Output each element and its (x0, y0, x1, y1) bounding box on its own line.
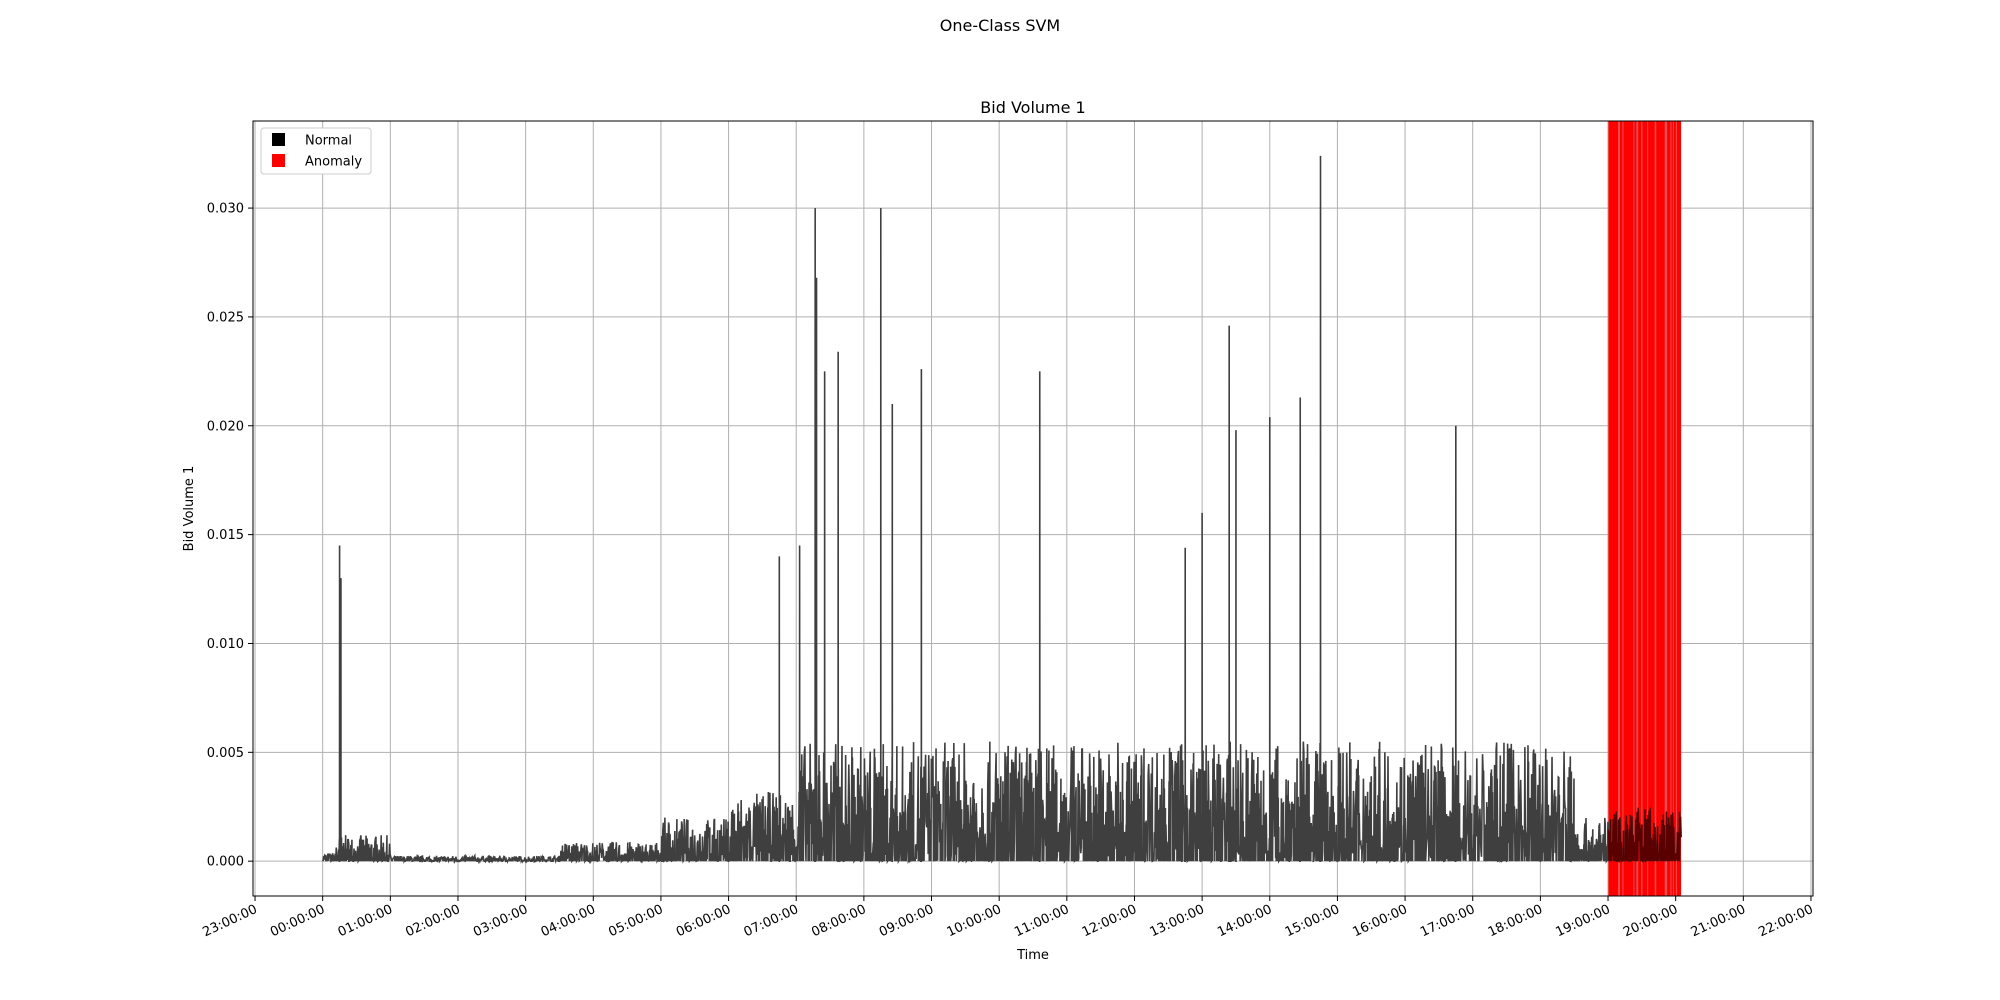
x-tick-label: 11:00:00 (1012, 902, 1071, 940)
x-tick-label: 09:00:00 (877, 902, 936, 940)
y-tick-label: 0.000 (207, 855, 244, 870)
x-tick-label: 14:00:00 (1215, 902, 1274, 940)
y-axis-label: Bid Volume 1 (182, 466, 197, 552)
x-tick-label: 19:00:00 (1553, 902, 1612, 940)
x-tick-label: 02:00:00 (403, 902, 462, 940)
x-tick-label: 21:00:00 (1689, 902, 1748, 940)
x-tick-label: 00:00:00 (268, 902, 327, 940)
legend-label: Normal (305, 134, 352, 149)
anomaly-band-layer (1608, 121, 1681, 896)
x-tick-label: 16:00:00 (1351, 902, 1410, 940)
x-tick-label: 08:00:00 (809, 902, 868, 940)
x-tick-label: 12:00:00 (1080, 902, 1139, 940)
x-tick-label: 04:00:00 (539, 902, 598, 940)
x-axis-label: Time (1016, 948, 1049, 963)
y-tick-label: 0.030 (207, 202, 244, 217)
series-layer (323, 156, 1681, 861)
legend-swatch (272, 133, 285, 146)
grid (253, 121, 1813, 896)
legend-label: Anomaly (305, 155, 362, 170)
x-tick-label: 13:00:00 (1148, 902, 1207, 940)
x-tick-label: 20:00:00 (1621, 902, 1680, 940)
y-axis: 0.000 0.005 0.010 0.015 0.020 0.025 0.030 (207, 202, 253, 870)
x-tick-label: 23:00:00 (200, 902, 259, 940)
legend-swatch (272, 154, 285, 167)
x-tick-label: 05:00:00 (606, 902, 665, 940)
x-tick-label: 17:00:00 (1418, 902, 1477, 940)
y-tick-label: 0.015 (207, 528, 244, 543)
x-tick-label: 01:00:00 (336, 902, 395, 940)
x-axis: 23:00:00 00:00:00 01:00:00 02:00:00 03:00:00… (200, 896, 1815, 940)
y-tick-label: 0.020 (207, 419, 244, 434)
y-tick-label: 0.025 (207, 310, 244, 325)
legend: Normal Anomaly (261, 128, 371, 174)
chart-title: Bid Volume 1 (980, 98, 1085, 117)
x-tick-label: 22:00:00 (1756, 902, 1815, 940)
x-tick-label: 06:00:00 (674, 902, 733, 940)
y-tick-label: 0.010 (207, 637, 244, 652)
x-tick-label: 18:00:00 (1486, 902, 1545, 940)
x-tick-label: 10:00:00 (945, 902, 1004, 940)
x-tick-label: 07:00:00 (742, 902, 801, 940)
x-tick-label: 03:00:00 (471, 902, 530, 940)
series-line-normal (323, 156, 1681, 861)
plot-frame (253, 121, 1813, 896)
y-tick-label: 0.005 (207, 746, 244, 761)
x-tick-label: 15:00:00 (1283, 902, 1342, 940)
